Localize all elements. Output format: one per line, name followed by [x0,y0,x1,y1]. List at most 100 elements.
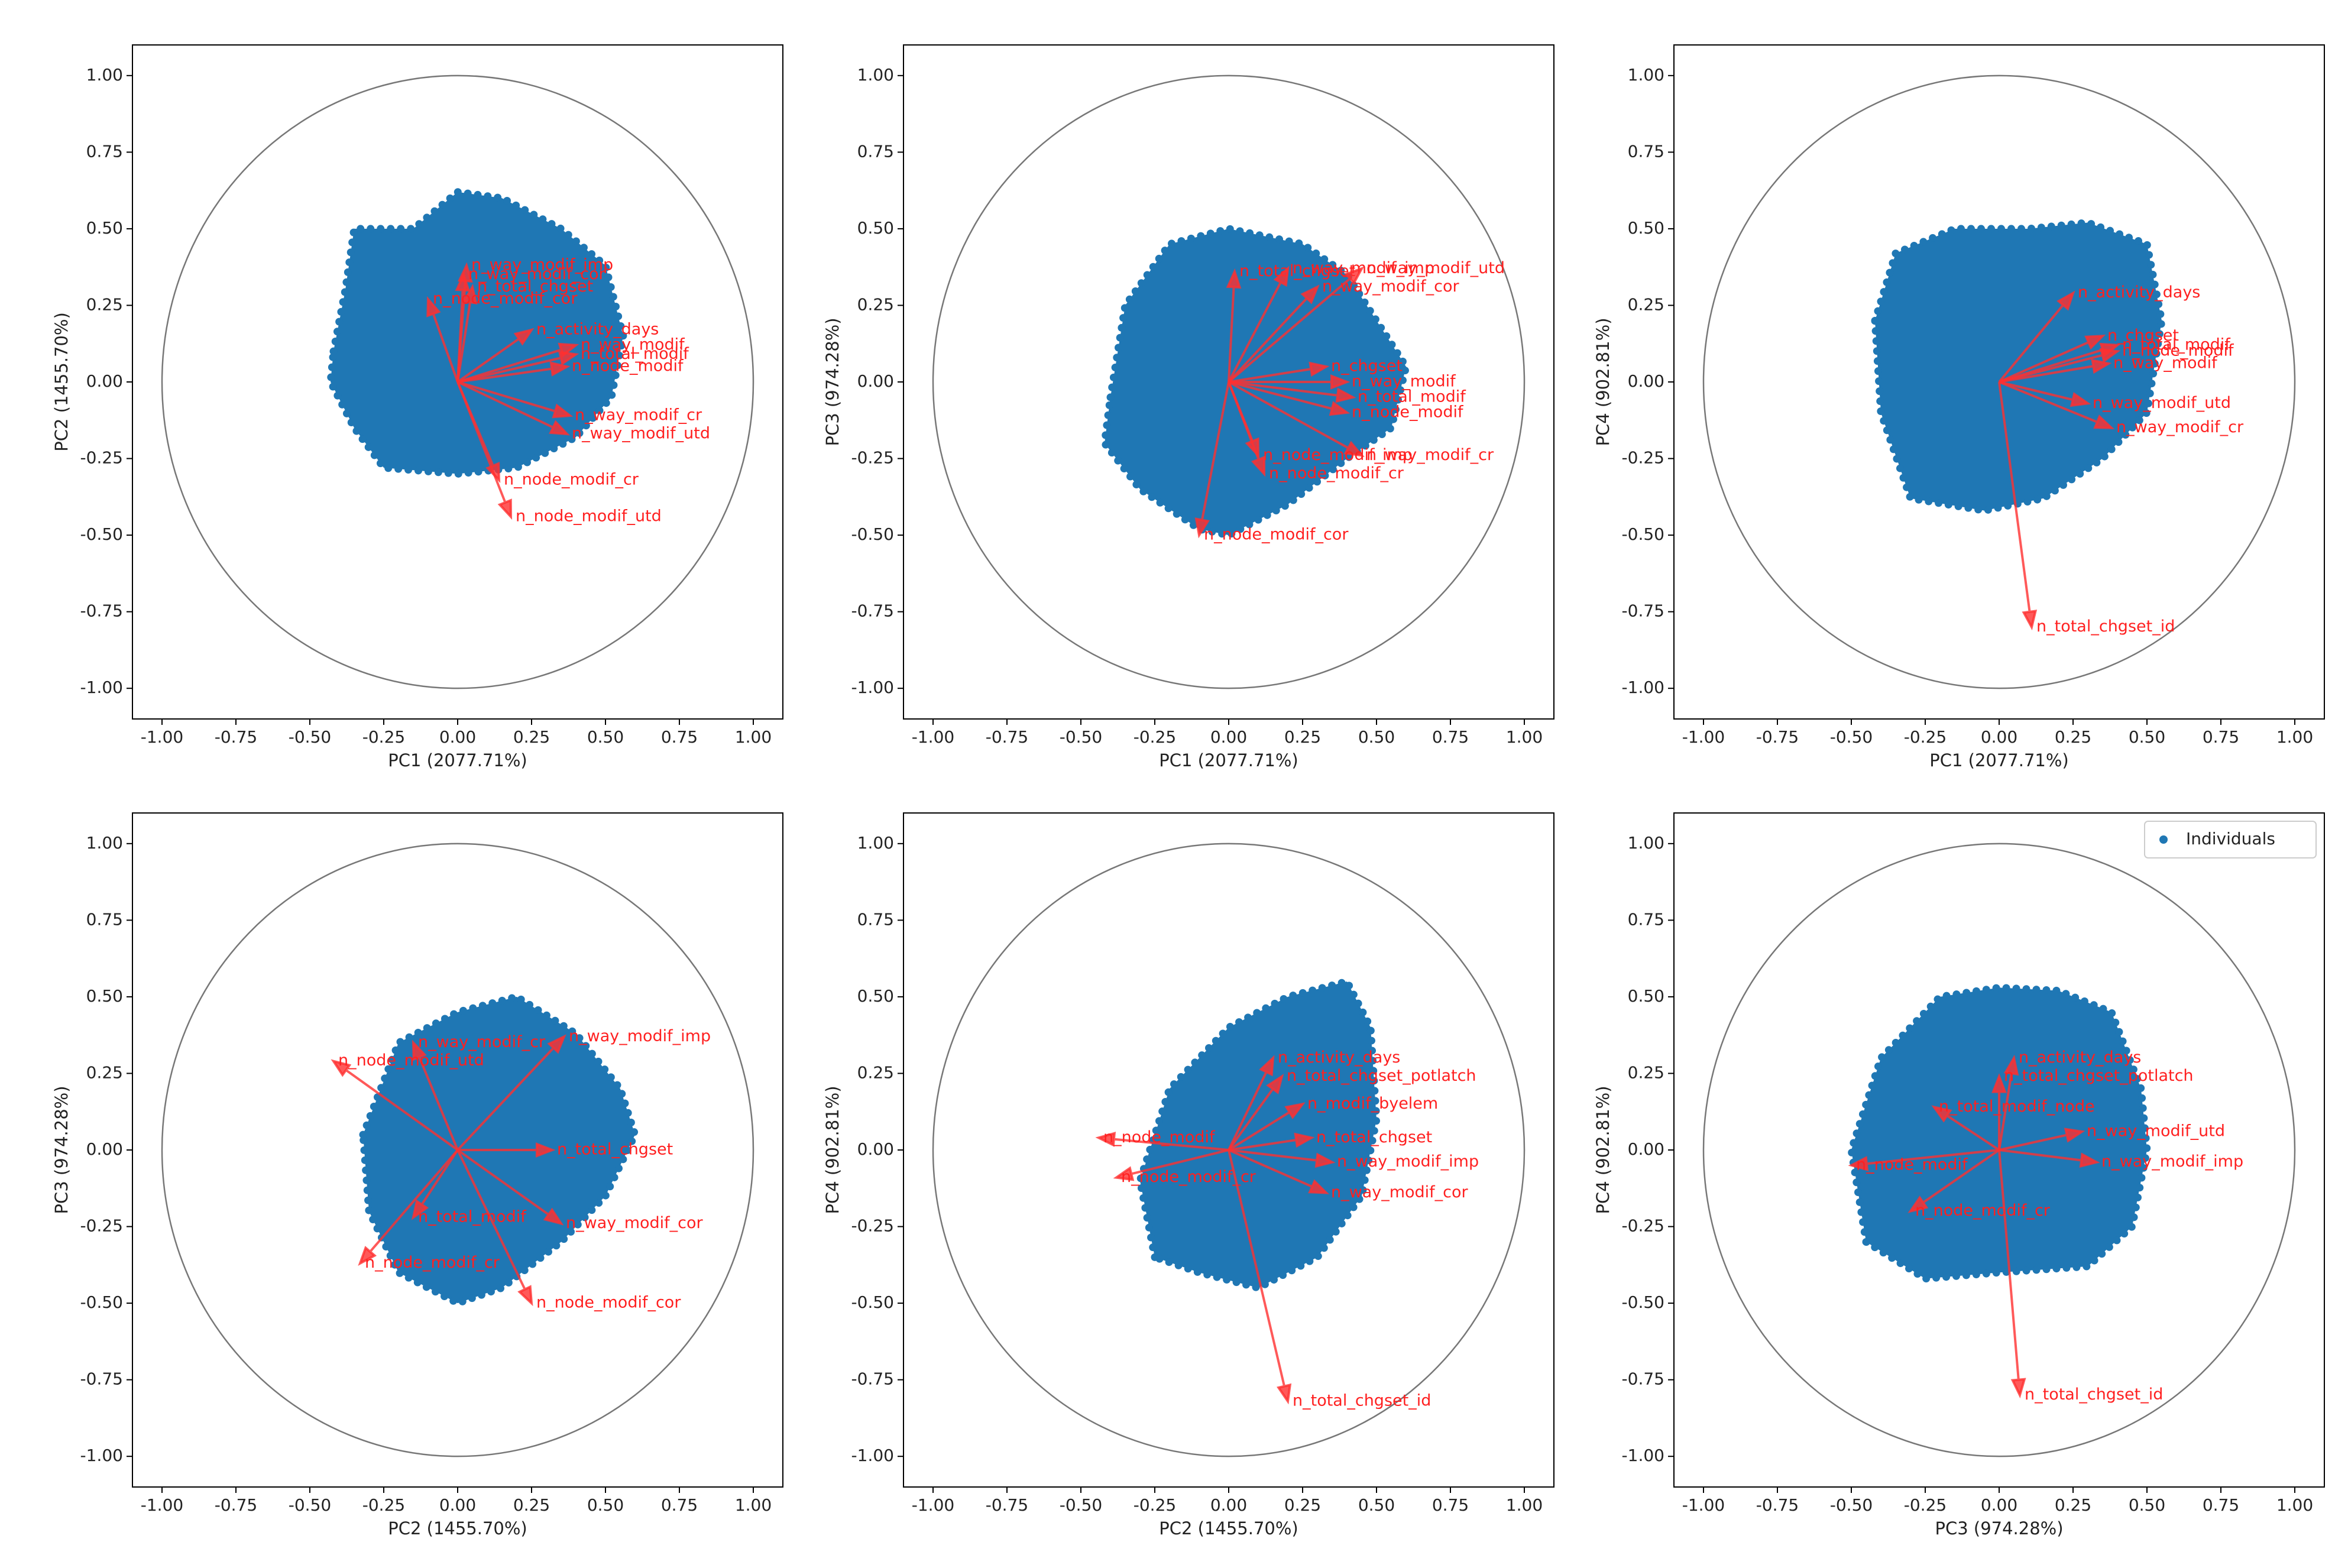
legend-marker [2159,835,2168,844]
y-tick-label: -0.25 [851,448,894,468]
x-tick-label: -0.75 [1756,1495,1799,1515]
y-tick-label: 1.00 [1628,833,1664,853]
x-tick-label: 0.75 [1432,1495,1469,1515]
y-tick-label: 0.25 [1628,1062,1664,1082]
loading-label: n_total_modif [2122,335,2231,354]
y-tick-label: -0.50 [851,1292,894,1312]
y-tick-label: -0.75 [80,601,123,621]
loading-arrow [411,1149,459,1220]
loading-label: n_way_modif_imp [1337,1152,1479,1171]
y-tick-label: -0.75 [80,1369,123,1389]
x-tick-label: 0.00 [1210,1495,1247,1515]
x-tick-label: 0.50 [1358,727,1395,747]
x-tick-label: 0.25 [1284,727,1321,747]
y-tick-label: 1.00 [857,65,894,85]
loading-arrow [426,296,459,383]
loading-label: n_node_modif_cor [536,1294,681,1312]
loading-label: n_way_modif_imp [2101,1152,2243,1171]
panel: n_total_chgsetn_way_modif_impn_way_modif… [822,44,1554,770]
loading-arrow [1228,1055,1275,1151]
loading-arrow [1999,335,2106,383]
loading-arrow [456,381,513,520]
x-tick-label: 0.50 [2129,1495,2165,1515]
y-tick-label: 0.25 [86,294,123,314]
x-tick-label: -0.75 [215,727,257,747]
y-tick-label: 0.00 [857,1139,894,1159]
loading-label: n_way_modif_imp [471,256,613,274]
loading-label: n_way_modif_utd [572,425,710,443]
x-axis-label: PC2 (1455.70%) [1159,1518,1298,1538]
x-tick-label: 0.75 [661,1495,698,1515]
loading-arrow [1998,290,2075,383]
unit-circle [932,74,1526,689]
loading-label: n_node_modif_cr [1269,464,1404,482]
x-tick-label: 0.00 [1210,727,1247,747]
y-tick-label: 1.00 [1628,65,1664,85]
y-tick-label: 0.75 [1628,141,1664,161]
x-tick-label: 1.00 [1506,1495,1543,1515]
loading-arrow [1228,265,1290,383]
loading-label: n_activity_days [2019,1048,2141,1067]
loading-label: n_total_chgset_potlatch [2004,1067,2194,1085]
y-tick-label: -1.00 [851,1446,894,1465]
y-tick-label: 0.75 [86,141,123,161]
x-tick-label: -0.25 [1133,1495,1176,1515]
y-tick-label: -0.75 [851,1369,894,1389]
y-tick-label: 0.00 [86,1139,123,1159]
loading-label: n_way_modif_cr [2116,418,2244,436]
loading-label: n_way_modif_cor [1322,277,1460,296]
x-axis-label: PC1 (2077.71%) [388,750,527,770]
loading-label: n_total_chgset [477,277,593,296]
y-tick-label: -1.00 [1622,1446,1664,1465]
x-tick-label: 0.50 [2129,727,2165,747]
loading-arrow [1907,1149,2000,1213]
y-tick-label: -1.00 [80,1446,123,1465]
y-tick-label: 0.25 [86,1062,123,1082]
y-tick-label: 1.00 [857,833,894,853]
x-tick-label: 0.75 [661,727,698,747]
loading-label: n_way_modif_utd [2087,1122,2225,1140]
x-tick-label: 0.00 [1981,1495,2017,1515]
y-tick-label: -0.25 [1622,448,1664,468]
y-tick-label: -0.50 [80,1292,123,1312]
x-tick-label: -0.75 [215,1495,257,1515]
loading-label: n_total_modif [1358,387,1466,406]
x-tick-label: -0.50 [289,1495,331,1515]
loading-arrow [1228,284,1320,383]
y-tick-label: 1.00 [86,65,123,85]
loading-arrow [1228,1074,1284,1151]
x-tick-label: -1.00 [1682,1495,1725,1515]
loading-label: n_way_modif_imp [569,1027,711,1045]
loading-label: n_way_modif_imp [1293,259,1434,277]
loading-label: n_activity_days [2078,283,2200,302]
loading-arrow [1228,1149,1336,1168]
x-axis-label: PC3 (974.28%) [1935,1518,2063,1538]
x-tick-label: 1.00 [1506,727,1543,747]
loading-label: n_activity_days [1278,1048,1400,1067]
loading-label: n_way_modif_cor [566,1214,704,1232]
y-tick-label: 0.50 [857,218,894,238]
unit-circle [1702,843,2296,1457]
x-tick-label: -1.00 [912,1495,954,1515]
y-tick-label: 0.00 [1628,371,1664,391]
loading-label: n_node_modif [1352,403,1464,421]
y-tick-label: 0.00 [1628,1139,1664,1159]
y-tick-label: -0.25 [80,1216,123,1236]
loading-label: n_total_chgset_id [2036,617,2175,636]
x-tick-label: -0.25 [1904,1495,1947,1515]
loading-arrow [1228,381,1356,403]
loading-arrow [1999,1128,2085,1151]
loading-label: n_node_modif [1856,1155,1968,1174]
loading-label: n_activity_days [536,320,659,338]
loading-arrow [1228,266,1365,383]
x-tick-label: -1.00 [912,727,954,747]
y-tick-label: -0.75 [1622,601,1664,621]
loading-label: n_total_modif [581,345,689,363]
y-tick-label: 0.50 [857,986,894,1006]
unit-circle [161,74,754,689]
y-tick-label: -0.25 [1622,1216,1664,1236]
loading-label: n_way_modif [2113,354,2218,372]
loading-arrow [1228,1132,1315,1151]
